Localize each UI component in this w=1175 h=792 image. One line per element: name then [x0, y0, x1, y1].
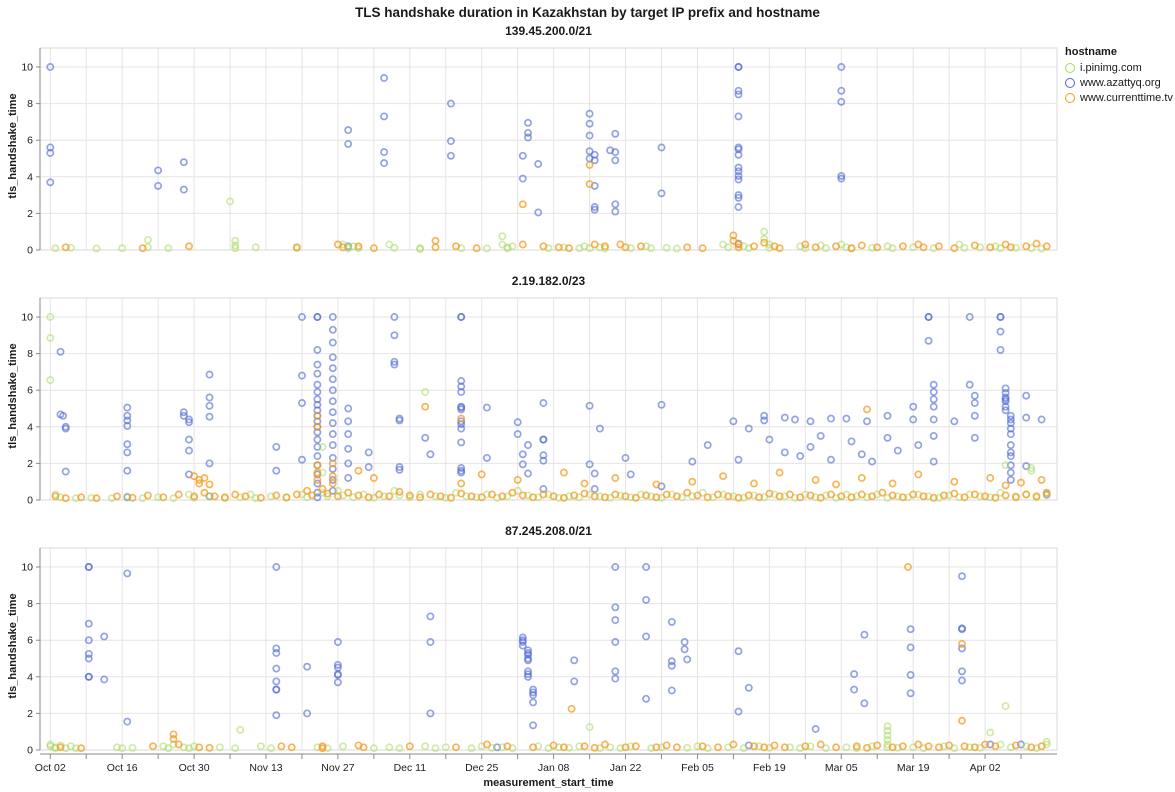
svg-text:Apr 02: Apr 02: [970, 762, 1001, 774]
svg-text:Jan 22: Jan 22: [610, 762, 642, 774]
series-currenttime-points: [56, 563, 1046, 753]
svg-text:8: 8: [27, 348, 33, 360]
svg-text:Mar 19: Mar 19: [897, 762, 930, 774]
svg-text:10: 10: [21, 312, 33, 324]
svg-text:Jan 08: Jan 08: [538, 762, 570, 774]
azattyq-swatch-icon: [1065, 78, 1075, 88]
x-axis-label: measurement_start_time: [483, 777, 614, 789]
panel-3-plot: 0 2 4 6 8 10: [21, 547, 1058, 757]
panel-1-plot: 0 2 4 6 8 10: [21, 47, 1058, 257]
series-pinimg-points: [46, 313, 1051, 503]
svg-text:6: 6: [27, 385, 33, 397]
svg-text:4: 4: [27, 671, 33, 683]
chart-title: TLS handshake duration in Kazakhstan by …: [355, 5, 820, 20]
svg-text:Oct 02: Oct 02: [35, 762, 66, 774]
svg-text:6: 6: [27, 135, 33, 147]
legend-title: hostname: [1065, 46, 1117, 58]
svg-text:4: 4: [27, 421, 33, 433]
series-currenttime-points: [61, 160, 1051, 253]
svg-text:Nov 13: Nov 13: [249, 762, 282, 774]
panel-2-title: 2.19.182.0/23: [511, 274, 586, 288]
x-axis: Oct 02 Oct 16 Oct 30 Nov 13 Nov 27 Dec 11 Dec …: [35, 753, 1057, 774]
svg-text:Dec 25: Dec 25: [465, 762, 498, 774]
series-azattyq-points: [46, 63, 846, 251]
svg-text:2: 2: [27, 208, 33, 220]
legend: hostname i.pinimg.com www.azattyq.org ww…: [1065, 46, 1173, 107]
svg-text:8: 8: [27, 598, 33, 610]
legend-item-currenttime: www.currenttime.tv: [1065, 92, 1173, 104]
svg-text:Mar 05: Mar 05: [825, 762, 858, 774]
panel-2-plot: 0 2 4 6 8 10: [21, 297, 1058, 507]
svg-text:2: 2: [27, 708, 33, 720]
series-azattyq-points: [84, 563, 1025, 752]
legend-item-pinimg: i.pinimg.com: [1065, 62, 1173, 74]
svg-text:Dec 11: Dec 11: [394, 762, 427, 774]
svg-text:Oct 30: Oct 30: [179, 762, 210, 774]
panel-1-title: 139.45.200.0/21: [505, 24, 592, 38]
legend-item-azattyq: www.azattyq.org: [1065, 77, 1173, 89]
svg-text:4: 4: [27, 171, 33, 183]
svg-text:0: 0: [27, 245, 33, 257]
legend-label: www.currenttime.tv: [1080, 92, 1173, 104]
series-currenttime-points: [51, 402, 1051, 503]
svg-text:10: 10: [21, 62, 33, 74]
svg-text:Feb 19: Feb 19: [753, 762, 786, 774]
svg-text:6: 6: [27, 635, 33, 647]
svg-text:2: 2: [27, 458, 33, 470]
svg-text:0: 0: [27, 495, 33, 507]
svg-text:Nov 27: Nov 27: [321, 762, 354, 774]
legend-label: i.pinimg.com: [1080, 62, 1142, 74]
svg-text:0: 0: [27, 745, 33, 757]
svg-text:8: 8: [27, 98, 33, 110]
svg-text:Feb 05: Feb 05: [681, 762, 714, 774]
pinimg-swatch-icon: [1065, 63, 1075, 73]
currenttime-swatch-icon: [1065, 93, 1075, 103]
series-pinimg-points: [51, 197, 1046, 254]
svg-text:Oct 16: Oct 16: [107, 762, 138, 774]
svg-text:10: 10: [21, 562, 33, 574]
panel-3-title: 87.245.208.0/21: [505, 524, 592, 538]
legend-label: www.azattyq.org: [1080, 77, 1161, 89]
